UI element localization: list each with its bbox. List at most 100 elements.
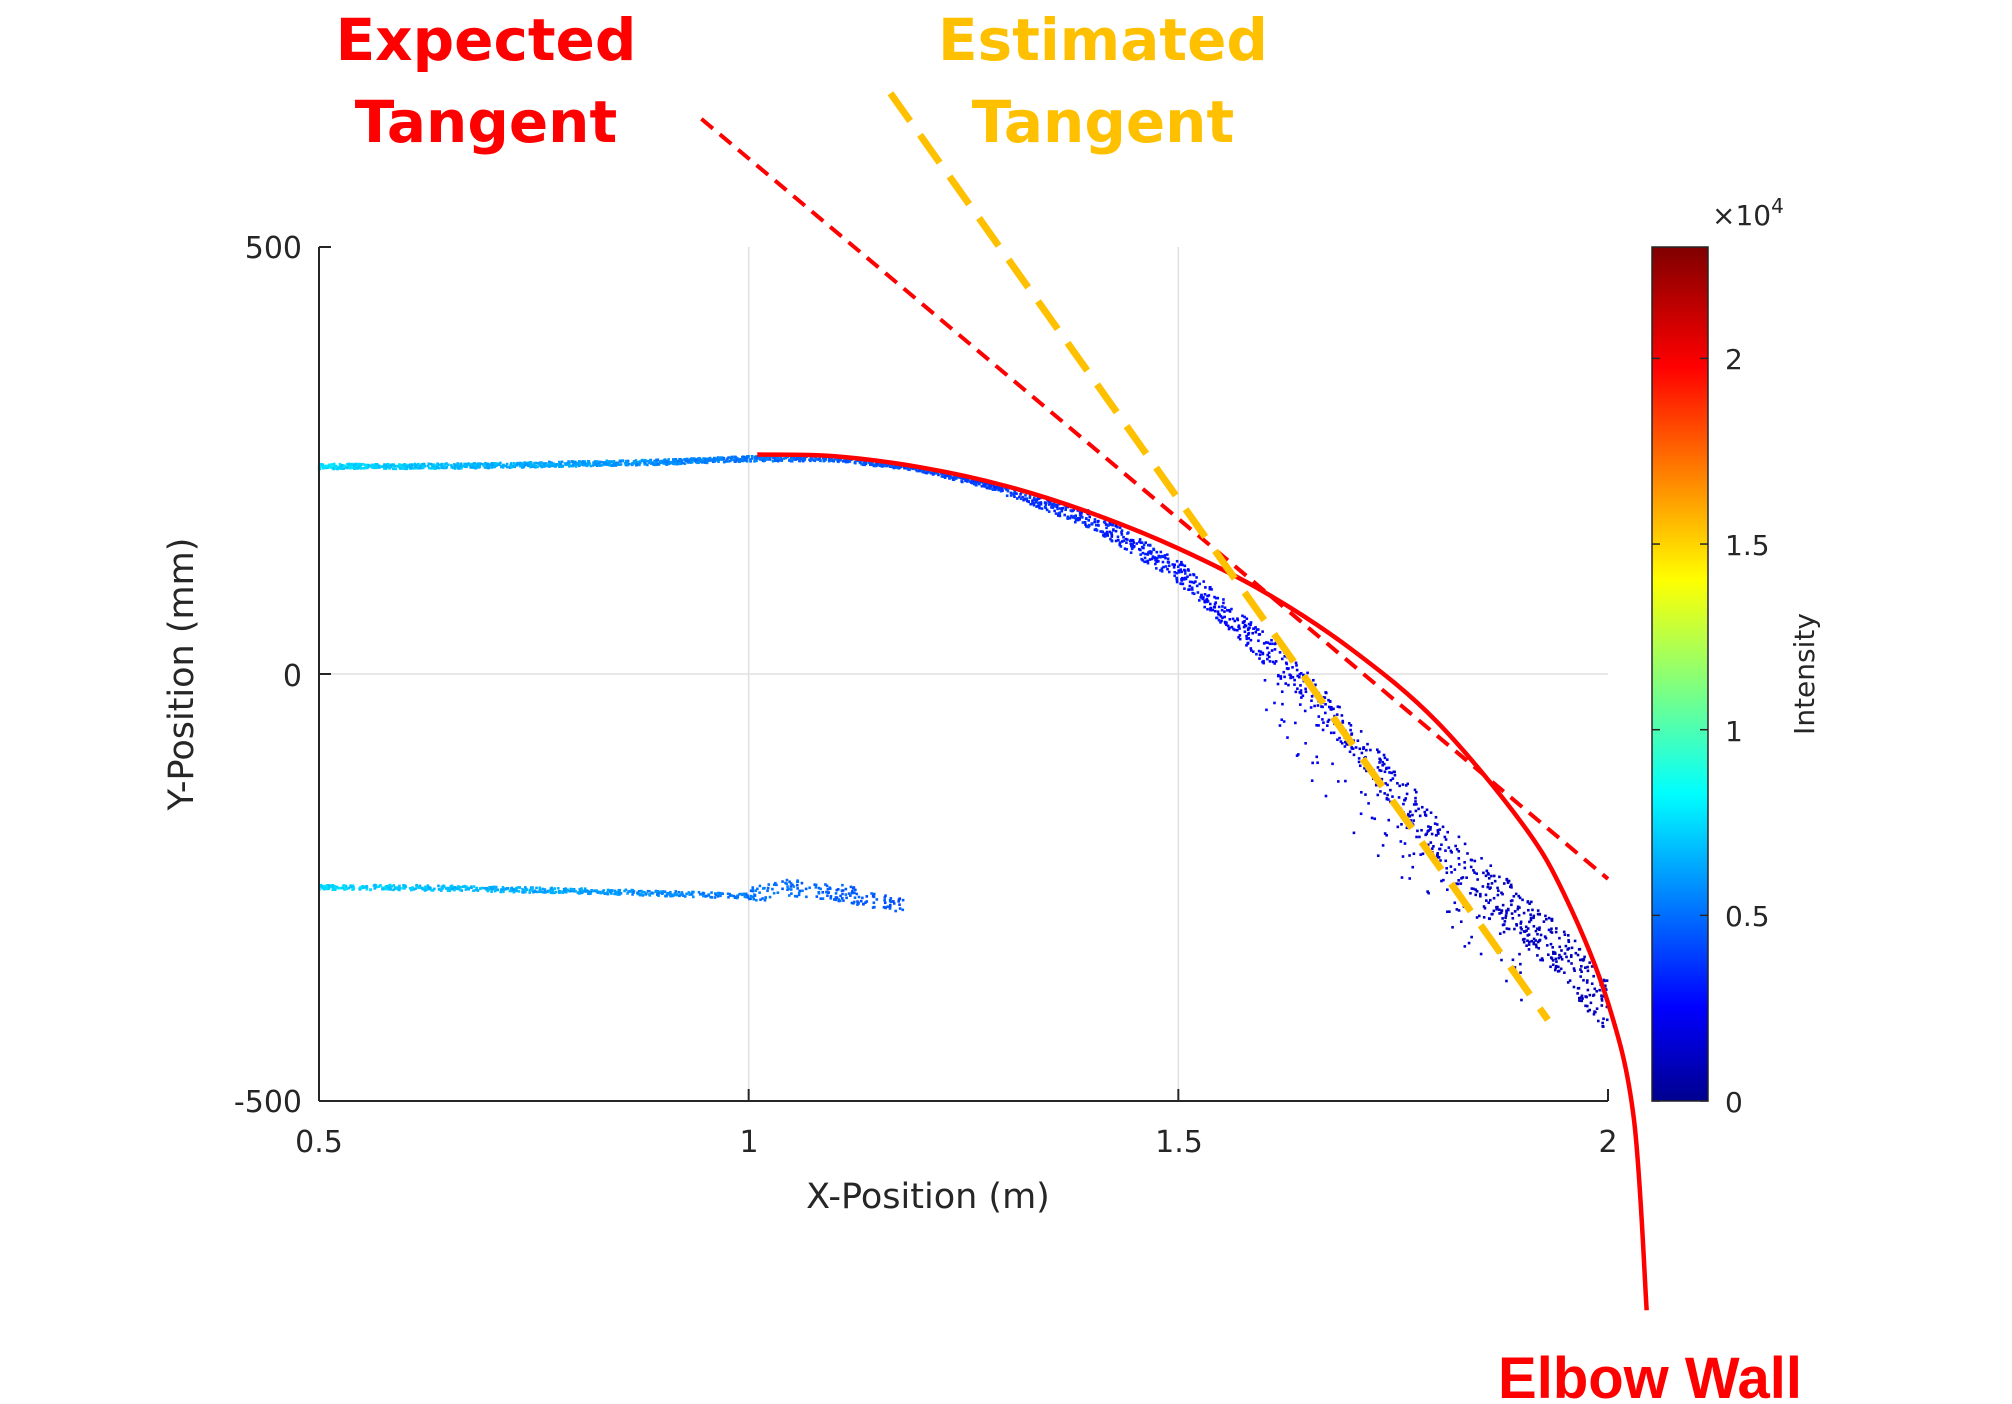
scatter-point <box>1576 953 1580 957</box>
scatter-point <box>715 457 719 461</box>
scatter-point <box>1433 822 1437 825</box>
scatter-point <box>381 886 384 890</box>
scatter-point <box>847 892 851 895</box>
scatter-point <box>396 465 400 468</box>
scatter-point <box>1325 724 1329 727</box>
scatter-point <box>1378 769 1381 772</box>
scatter-point <box>1400 876 1404 879</box>
scatter-point <box>768 456 771 460</box>
scatter-point <box>389 465 393 469</box>
scatter-point <box>1465 876 1468 880</box>
scatter-point <box>518 462 521 466</box>
scatter-point <box>814 457 818 461</box>
scatter-point <box>1015 492 1018 495</box>
scatter-point <box>1356 739 1360 743</box>
scatter-point <box>883 906 886 909</box>
scatter-point <box>834 892 838 895</box>
scatter-point <box>633 461 637 465</box>
scatter-point <box>1549 930 1553 933</box>
scatter-point <box>1190 588 1194 591</box>
scatter-point <box>1472 868 1475 872</box>
scatter-point <box>1336 705 1340 708</box>
x-tick-labels: 0.5 1 1.5 2 <box>295 1125 1617 1160</box>
scatter-point <box>1522 940 1526 944</box>
scatter-point <box>1385 758 1389 761</box>
scatter-point <box>727 460 730 463</box>
scatter-point <box>787 887 790 891</box>
scatter-point <box>1001 489 1004 492</box>
scatter-point <box>512 890 516 894</box>
scatter-point <box>393 464 396 468</box>
scatter-point <box>1012 492 1015 495</box>
scatter-point <box>403 467 407 470</box>
scatter-point <box>1286 736 1289 739</box>
scatter-point <box>1175 580 1179 584</box>
scatter-point <box>985 486 989 490</box>
scatter-point <box>647 461 651 464</box>
scatter-point <box>391 467 395 471</box>
scatter-point <box>1024 497 1027 501</box>
scatter-point <box>348 466 352 469</box>
scatter-point <box>593 463 597 466</box>
scatter-point <box>1532 937 1536 941</box>
scatter-point <box>405 465 409 469</box>
scatter-point <box>555 463 559 466</box>
scatter-point <box>1459 920 1463 924</box>
colorbar <box>1651 246 1709 1102</box>
scatter-point <box>1454 844 1457 848</box>
scatter-point <box>1037 497 1040 501</box>
scatter-point <box>608 460 612 464</box>
scatter-point <box>432 467 436 470</box>
scatter-point <box>1245 617 1249 621</box>
scatter-point <box>909 466 913 470</box>
scatter-point <box>1268 660 1272 663</box>
scatter-point <box>688 458 691 462</box>
scatter-point <box>1032 498 1036 502</box>
scatter-point <box>493 886 497 889</box>
scatter-point <box>840 896 844 900</box>
scatter-point <box>573 462 577 466</box>
scatter-point <box>1386 783 1389 787</box>
scatter-point <box>605 463 609 466</box>
scatter-point <box>572 887 576 891</box>
scatter-point <box>343 464 346 468</box>
scatter-point <box>500 464 503 468</box>
scatter-point <box>1138 538 1142 541</box>
scatter-point <box>422 462 426 466</box>
scatter-point <box>1367 802 1370 805</box>
scatter-point <box>1509 883 1513 887</box>
scatter-point <box>1164 556 1167 560</box>
scatter-point <box>1099 530 1102 533</box>
scatter-point <box>706 457 709 461</box>
scatter-point <box>821 891 825 894</box>
estimated-tangent-annotation: Estimated Tangent <box>938 6 1268 156</box>
scatter-point <box>1385 797 1389 801</box>
scatter-point <box>617 463 621 466</box>
scatter-point <box>333 888 337 892</box>
scatter-point <box>557 463 560 466</box>
scatter-point <box>1274 660 1278 663</box>
scatter-point <box>1238 637 1242 641</box>
scatter-point <box>678 894 681 898</box>
scatter-point <box>1567 959 1570 963</box>
scatter-point <box>1150 550 1153 554</box>
scatter-point <box>1424 814 1428 817</box>
scatter-point <box>891 465 894 469</box>
scatter-point <box>483 886 487 890</box>
scatter-point <box>415 464 418 467</box>
scatter-point <box>1154 562 1157 566</box>
scatter-point <box>495 464 498 467</box>
scatter-point <box>1463 861 1466 864</box>
scatter-point <box>741 893 744 897</box>
scatter-point <box>538 888 542 892</box>
scatter-point <box>641 894 645 897</box>
scatter-point <box>448 889 452 893</box>
scatter-point <box>587 892 590 896</box>
scatter-point <box>1586 988 1590 992</box>
scatter-point <box>1111 522 1115 526</box>
scatter-point <box>1436 829 1440 832</box>
scatter-point <box>1261 630 1264 633</box>
scatter-point <box>1058 513 1061 516</box>
scatter-point <box>419 466 422 470</box>
scatter-point <box>833 457 837 461</box>
